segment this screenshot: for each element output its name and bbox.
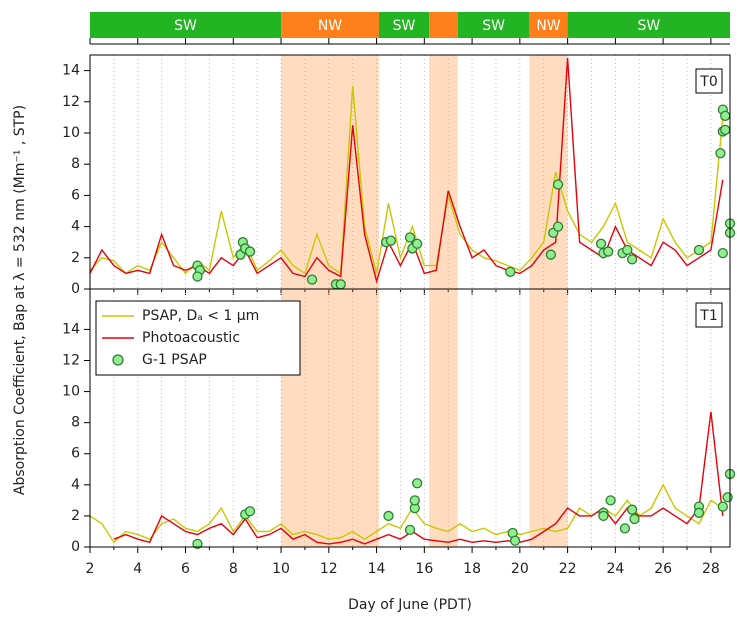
- scatter-point: [412, 238, 423, 249]
- x-tick-label: 2: [86, 561, 95, 577]
- x-tick-label: 28: [702, 561, 720, 577]
- scatter-point: [717, 247, 728, 259]
- scatter-point: [603, 246, 614, 257]
- x-tick-label: 10: [272, 561, 290, 577]
- scatter-point: [552, 221, 564, 232]
- shaded-period: [281, 55, 379, 289]
- scatter-point: [722, 492, 733, 503]
- wind-sector: [429, 12, 458, 38]
- x-tick-label: 14: [368, 561, 386, 577]
- y-tick-label: 8: [71, 156, 80, 172]
- x-tick-label: 24: [606, 561, 624, 577]
- x-tick-label: 16: [415, 561, 433, 577]
- scatter-point: [693, 507, 705, 518]
- y-tick-label: 6: [71, 187, 80, 203]
- scatter-point: [409, 495, 420, 506]
- wind-sector-label: SW: [393, 18, 416, 34]
- scatter-point: [693, 244, 705, 256]
- scatter-point: [404, 232, 416, 243]
- wind-sector: [529, 12, 568, 38]
- y-tick-label: 10: [62, 384, 80, 400]
- y-axis-label: Absorption Coefficient, Bap at λ = 532 n…: [12, 105, 28, 495]
- x-tick-label: 22: [559, 561, 577, 577]
- scatter-point: [192, 538, 203, 550]
- wind-sector: [378, 12, 430, 38]
- scatter-point: [619, 523, 631, 534]
- x-tick-label: 4: [133, 561, 142, 577]
- scatter-point: [626, 504, 638, 515]
- y-tick-label: 0: [71, 539, 80, 555]
- panel-label: T0: [699, 74, 717, 90]
- scatter-point: [629, 513, 640, 525]
- y-tick-label: 14: [62, 63, 80, 79]
- scatter-point: [306, 274, 318, 285]
- legend-marker: [112, 354, 124, 366]
- shaded-period: [429, 55, 458, 289]
- y-tick-label: 2: [71, 250, 80, 266]
- scatter-point: [720, 110, 731, 121]
- scatter-point: [605, 495, 616, 506]
- x-tick-label: 20: [511, 561, 529, 577]
- wind-sector-label: NW: [536, 18, 560, 34]
- panel: 0 2 4 6 8 10 12 14 T0: [62, 54, 736, 297]
- panel-label-box: [695, 302, 723, 328]
- panel-label: T1: [699, 308, 717, 324]
- shaded-period: [529, 55, 568, 289]
- scatter-point: [192, 271, 203, 282]
- series-line: [90, 483, 724, 544]
- scatter-point: [598, 510, 609, 522]
- wind-sector-label: NW: [318, 18, 342, 34]
- scatter-point: [626, 254, 638, 265]
- y-tick-label: 8: [71, 415, 80, 431]
- x-axis-label: Day of June (PDT): [348, 597, 472, 613]
- y-tick-label: 2: [71, 508, 80, 524]
- wind-sector: [281, 12, 379, 38]
- x-tick-label: 12: [320, 561, 338, 577]
- scatter-point: [622, 244, 633, 256]
- wind-sector-label: SW: [637, 18, 660, 34]
- x-tick-label: 6: [181, 561, 190, 577]
- y-tick-label: 6: [71, 446, 80, 462]
- y-tick-label: 12: [62, 94, 80, 110]
- scatter-point: [552, 179, 564, 190]
- scatter-point: [505, 266, 516, 277]
- y-tick-label: 0: [71, 281, 80, 297]
- scatter-point: [595, 238, 607, 249]
- scatter-point: [244, 506, 256, 517]
- wind-sector: [90, 12, 282, 38]
- scatter-point: [412, 478, 423, 489]
- scatter-point: [720, 124, 731, 136]
- legend-label: Photoacoustic: [142, 330, 240, 346]
- x-tick-label: 18: [463, 561, 481, 577]
- scatter-point: [244, 246, 256, 257]
- y-tick-label: 12: [62, 352, 80, 368]
- scatter-point: [717, 501, 728, 512]
- legend-label: G-1 PSAP: [142, 352, 207, 368]
- scatter-point: [385, 235, 397, 246]
- wind-sector-label: SW: [174, 18, 197, 34]
- wind-sector-label: SW: [482, 18, 505, 34]
- scatter-point: [404, 524, 416, 536]
- scatter-point: [383, 510, 394, 522]
- wind-sector: [457, 12, 530, 38]
- shaded-period: [429, 289, 458, 547]
- scatter-point: [545, 249, 557, 260]
- wind-sector: [567, 12, 730, 38]
- legend-label: PSAP, Dₐ < 1 µm: [142, 308, 259, 324]
- plot-frame: [89, 288, 731, 548]
- scatter-point: [715, 148, 726, 159]
- y-tick-label: 4: [71, 219, 80, 235]
- shaded-period: [529, 289, 568, 547]
- scatter-point: [335, 279, 346, 290]
- y-tick-label: 10: [62, 125, 80, 141]
- x-tick-label: 8: [229, 561, 238, 577]
- y-tick-label: 14: [62, 321, 80, 337]
- x-tick-label: 26: [654, 561, 672, 577]
- panel-label-box: [695, 68, 723, 94]
- scatter-point: [509, 535, 521, 546]
- y-tick-label: 4: [71, 477, 80, 493]
- series-line: [113, 411, 724, 545]
